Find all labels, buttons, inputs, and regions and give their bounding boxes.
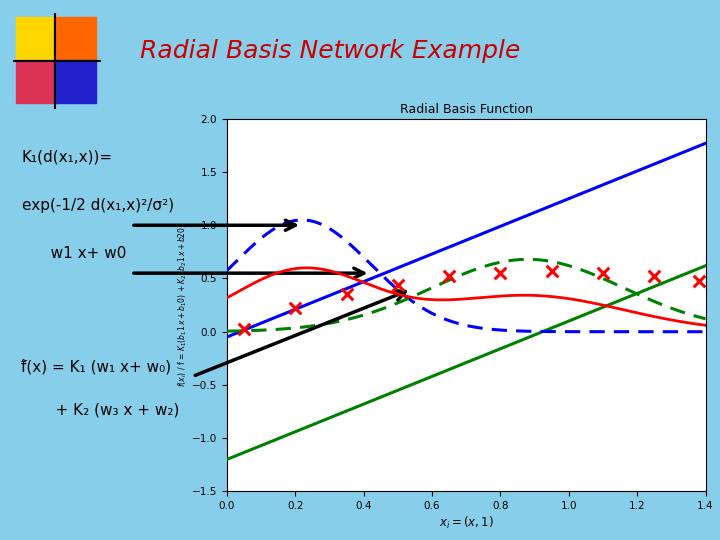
Point — [289, 304, 301, 313]
Text: f̂(x) = K₁ (w₁ x+ w₀): f̂(x) = K₁ (w₁ x+ w₀) — [22, 360, 172, 375]
Bar — [54, 60, 96, 103]
Point — [238, 324, 250, 333]
Bar — [16, 17, 58, 60]
Point — [444, 272, 455, 281]
Point — [341, 290, 352, 299]
Point — [693, 276, 704, 285]
Point — [392, 281, 403, 289]
Text: + K₂ (w₃ x + w₂): + K₂ (w₃ x + w₂) — [36, 403, 179, 418]
Point — [598, 269, 609, 278]
Text: exp(-1/2 d(x₁,x)²/σ²): exp(-1/2 d(x₁,x)²/σ²) — [22, 198, 174, 213]
Point — [649, 272, 660, 281]
Title: Radial Basis Function: Radial Basis Function — [400, 103, 533, 116]
Text: Radial Basis Network Example: Radial Basis Network Example — [140, 39, 521, 63]
Text: w1 x+ w0: w1 x+ w0 — [36, 246, 127, 261]
X-axis label: $x_i=(x,1)$: $x_i=(x,1)$ — [438, 515, 494, 531]
Point — [546, 267, 557, 275]
Point — [495, 269, 506, 278]
Bar — [16, 60, 58, 103]
Bar — [54, 17, 96, 60]
Y-axis label: $f(x_i)$ / f = $K_1(b_1 1\,x + b_10)$ + $K_2\,(b_2 1\,x + b20)$: $f(x_i)$ / f = $K_1(b_1 1\,x + b_10)$ + … — [176, 223, 189, 387]
Text: K₁(d(x₁,x))=: K₁(d(x₁,x))= — [22, 149, 113, 164]
